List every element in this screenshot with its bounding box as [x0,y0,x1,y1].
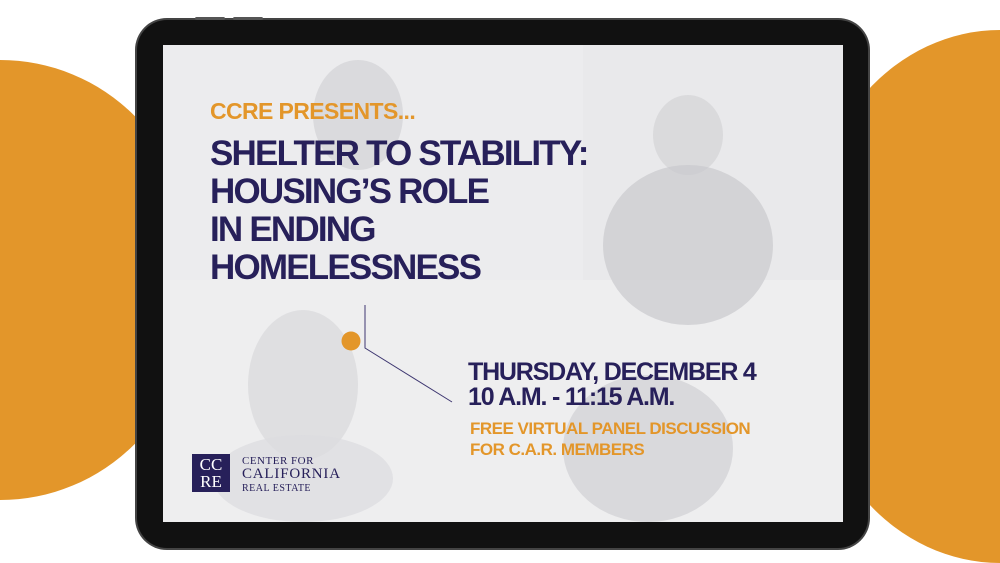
title-line: IN ENDING [210,210,376,249]
logo-mark-text: CC [199,455,223,474]
event-time: 10 A.M. - 11:15 A.M. [468,383,675,411]
logo-text-line: REAL ESTATE [242,483,312,494]
tablet-screen [163,45,843,522]
person-silhouette [313,60,403,170]
event-date: THURSDAY, DECEMBER 4 [468,358,757,386]
person-silhouette [653,95,723,175]
logo-text-line: CENTER FOR [242,455,314,467]
title-line: HOMELESSNESS [210,248,482,287]
ccre-logo-mark: CC RE [192,454,230,492]
title-line: SHELTER TO STABILITY: [210,134,589,173]
person-silhouette [213,435,393,522]
event-details: FREE VIRTUAL PANEL DISCUSSION FOR C.A.R.… [470,418,751,460]
event-title: SHELTER TO STABILITY: HOUSING’S ROLE IN … [210,134,589,287]
tablet-button [233,17,263,20]
person-silhouette [563,375,733,522]
presenter-label: CCRE PRESENTS... [210,98,416,124]
logo-mark-text: RE [200,472,222,491]
title-line: HOUSING’S ROLE [210,172,490,211]
tablet-button [195,17,225,20]
event-detail-line: FOR C.A.R. MEMBERS [470,440,645,459]
logo-text-line: CALIFORNIA [242,466,341,482]
event-datetime: THURSDAY, DECEMBER 4 10 A.M. - 11:15 A.M… [468,358,757,411]
event-detail-line: FREE VIRTUAL PANEL DISCUSSION [470,419,751,438]
person-silhouette [603,165,773,325]
connector-line [364,305,453,403]
connector-dot [341,331,361,351]
